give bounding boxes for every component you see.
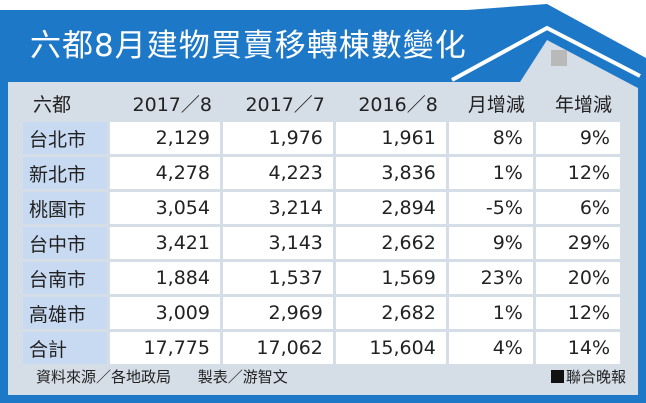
cell: 3,836	[335, 157, 446, 189]
cell: -5%	[448, 192, 533, 224]
row-city: 桃園市	[23, 192, 108, 224]
cell: 6%	[535, 192, 620, 224]
cell: 1,537	[222, 262, 333, 294]
cell: 17,062	[222, 332, 333, 364]
header-col-mom: 月增減	[467, 93, 525, 116]
row-city: 台北市	[23, 122, 108, 154]
table-row: 高雄市 3,009 2,969 2,682 1% 12%	[23, 297, 620, 329]
cell: 2,682	[335, 297, 446, 329]
table-row: 台中市 3,421 3,143 2,662 9% 29%	[23, 227, 620, 259]
cell: 12%	[535, 157, 620, 189]
header-col-yoy: 年增減	[554, 93, 612, 116]
cell: 9%	[535, 122, 620, 154]
footer-credits: 資料來源／各地政局 製表／游智文	[36, 366, 288, 387]
cell: 1,976	[222, 122, 333, 154]
table-row-total: 合計 17,775 17,062 15,604 4% 14%	[23, 332, 620, 364]
cell: 3,054	[110, 192, 220, 224]
row-city: 高雄市	[23, 297, 108, 329]
cell: 1%	[448, 297, 533, 329]
header-city: 六都	[33, 93, 72, 116]
cell: 2,969	[222, 297, 333, 329]
cell: 2,662	[335, 227, 446, 259]
cell: 23%	[448, 262, 533, 294]
footer-maker: 製表／游智文	[197, 368, 288, 386]
cell: 3,214	[222, 192, 333, 224]
cell: 2,894	[335, 192, 446, 224]
table-row: 新北市 4,278 4,223 3,836 1% 12%	[23, 157, 620, 189]
cell: 4,278	[110, 157, 220, 189]
row-city: 新北市	[23, 157, 108, 189]
table-row: 桃園市 3,054 3,214 2,894 -5% 6%	[23, 192, 620, 224]
chimney-icon	[551, 50, 567, 66]
cell: 9%	[448, 227, 533, 259]
cell: 1,884	[110, 262, 220, 294]
header-col-2017-8: 2017／8	[132, 93, 212, 116]
square-icon	[550, 370, 564, 383]
page-title: 六都8月建物買賣移轉棟數變化	[30, 28, 467, 64]
cell: 1,961	[335, 122, 446, 154]
row-city: 台南市	[23, 262, 108, 294]
header-col-2016-8: 2016／8	[358, 93, 438, 116]
cell: 2,129	[110, 122, 220, 154]
cell: 3,421	[110, 227, 220, 259]
footer-source: 資料來源／各地政局	[36, 368, 172, 386]
cell: 1,569	[335, 262, 446, 294]
row-city: 台中市	[23, 227, 108, 259]
cell: 12%	[535, 297, 620, 329]
data-table: 六都 2017／8 2017／7 2016／8 月增減 年增減 台北市 2,12…	[20, 84, 623, 367]
footer-brand: 聯合晚報	[565, 368, 626, 386]
cell: 4%	[448, 332, 533, 364]
cell: 15,604	[335, 332, 446, 364]
cell: 14%	[535, 332, 620, 364]
cell: 4,223	[222, 157, 333, 189]
table-header-row: 六都 2017／8 2017／7 2016／8 月增減 年增減	[23, 87, 620, 119]
header-col-2017-7: 2017／7	[245, 93, 325, 116]
cell: 8%	[448, 122, 533, 154]
cell: 3,143	[222, 227, 333, 259]
table-row: 台南市 1,884 1,537 1,569 23% 20%	[23, 262, 620, 294]
cell: 17,775	[110, 332, 220, 364]
cell: 1%	[448, 157, 533, 189]
footer-brand-block: 聯合晚報	[550, 366, 626, 387]
row-city: 合計	[23, 332, 108, 364]
table-row: 台北市 2,129 1,976 1,961 8% 9%	[23, 122, 620, 154]
cell: 29%	[535, 227, 620, 259]
cell: 3,009	[110, 297, 220, 329]
cell: 20%	[535, 262, 620, 294]
